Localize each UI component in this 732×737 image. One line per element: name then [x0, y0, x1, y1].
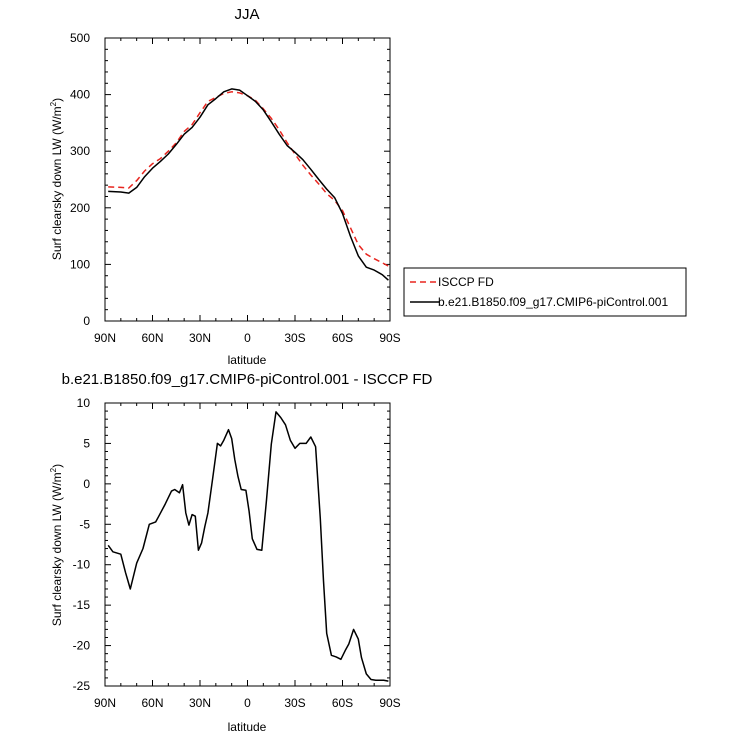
bottom-axes: 90N 60N 30N 0 30S 60S 90S 10 5 0 -5 -10 -15 -20 -25	[73, 396, 401, 710]
bottom-y-tick-label: -5	[79, 517, 90, 531]
legend-label-isccp: ISCCP FD	[438, 275, 494, 289]
top-y-tick-label: 300	[70, 144, 90, 158]
top-y-tick-label: 400	[70, 88, 90, 102]
bottom-y-tick-label: -25	[73, 679, 91, 693]
bottom-x-axis-label: latitude	[228, 720, 267, 734]
legend-label-model: b.e21.B1850.f09_g17.CMIP6-piControl.001	[438, 295, 668, 309]
top-x-tick-label: 0	[244, 331, 251, 345]
bottom-x-tick-label: 60N	[141, 696, 163, 710]
bottom-panel: b.e21.B1850.f09_g17.CMIP6-piControl.001 …	[49, 371, 433, 734]
bottom-x-tick-label: 0	[244, 696, 251, 710]
top-y-axis-label-main: Surf clearsky down LW (W/m	[50, 106, 64, 260]
bottom-y-tick-label: 5	[83, 436, 90, 450]
bottom-chart-title: b.e21.B1850.f09_g17.CMIP6-piControl.001 …	[62, 371, 433, 388]
bottom-series-line-0	[107, 411, 389, 682]
top-series-line-1	[108, 88, 389, 281]
bottom-y-tick-label: -10	[73, 558, 91, 572]
top-x-tick-label: 60S	[332, 331, 353, 345]
bottom-y-tick-label: 10	[77, 396, 91, 410]
bottom-x-tick-label: 30N	[189, 696, 211, 710]
legend-frame	[403, 267, 687, 317]
top-y-axis-label: Surf clearsky down LW (W/m2)	[49, 98, 64, 260]
bottom-x-tick-label: 90S	[379, 696, 400, 710]
bottom-y-tick-label: -20	[73, 639, 91, 653]
top-x-tick-label: 30N	[189, 331, 211, 345]
bottom-series-group	[107, 411, 389, 682]
top-axes: 90N 60N 30N 0 30S 60S 90S 0 100 200 300 400 500	[70, 31, 401, 345]
bottom-x-tick-label: 60S	[332, 696, 353, 710]
top-series-group	[108, 88, 389, 281]
top-y-tick-label: 500	[70, 31, 90, 45]
bottom-y-axis-label-sup: 2	[49, 467, 58, 472]
bottom-y-axis-label: Surf clearsky down LW (W/m2)	[49, 464, 64, 626]
bottom-y-tick-label: 0	[83, 477, 90, 491]
top-panel: JJA 90N 60N 30N 0 30S 60S 90S0100200300400500 …	[49, 6, 687, 367]
top-series-line-0	[108, 91, 389, 267]
bottom-x-tick-label: 90N	[94, 696, 116, 710]
bottom-x-tick-label: 30S	[284, 696, 305, 710]
top-plot-frame	[104, 37, 391, 322]
bottom-plot-frame	[104, 402, 391, 687]
top-x-tick-label: 90N	[94, 331, 116, 345]
top-y-tick-label: 100	[70, 257, 90, 271]
top-x-axis-label: latitude	[228, 353, 267, 367]
top-y-tick-label: 200	[70, 201, 90, 215]
top-x-tick-label: 60N	[141, 331, 163, 345]
bottom-y-axis-label-close: )	[50, 464, 64, 468]
top-y-tick-label: 0	[83, 314, 90, 328]
top-y-axis-label-sup: 2	[49, 101, 58, 106]
top-chart-title: JJA	[234, 6, 259, 23]
top-x-tick-label: 90S	[379, 331, 400, 345]
top-y-axis-label-close: )	[50, 98, 64, 102]
bottom-y-axis-label-main: Surf clearsky down LW (W/m	[50, 472, 64, 626]
bottom-y-tick-label: -15	[73, 598, 91, 612]
legend: ISCCP FD b.e21.B1850.f09_g17.CMIP6-piCon…	[403, 267, 687, 317]
top-x-tick-label: 30S	[284, 331, 305, 345]
